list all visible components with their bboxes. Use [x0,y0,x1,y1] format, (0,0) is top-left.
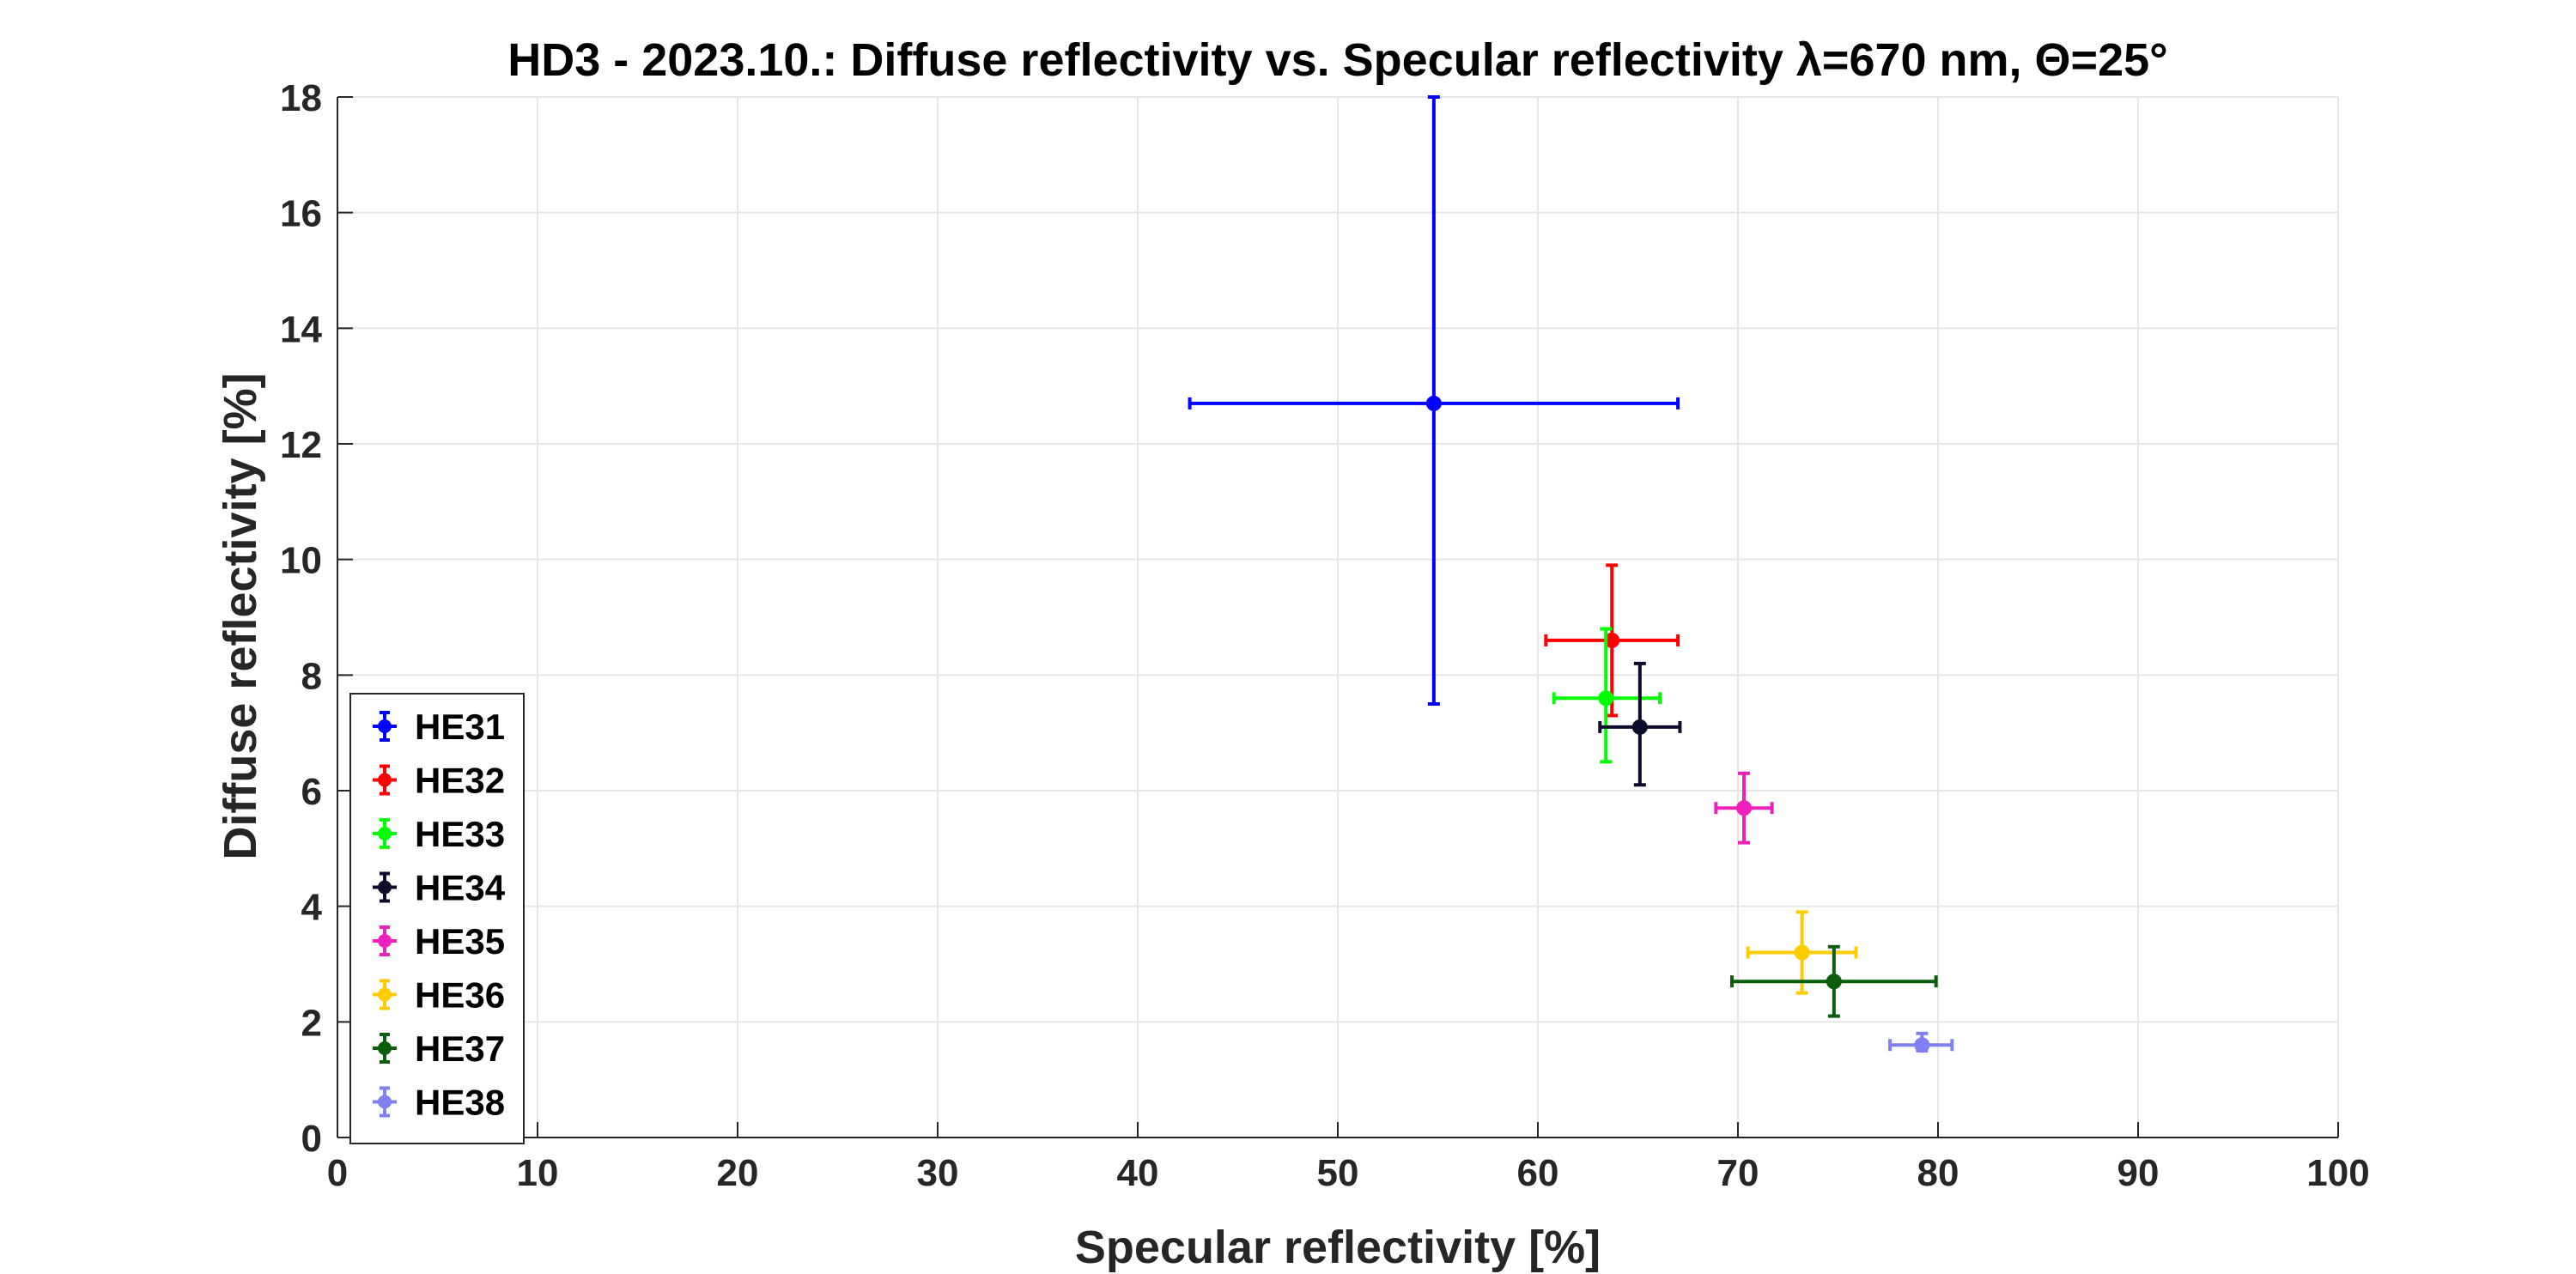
legend-item: HE37 [373,1028,505,1069]
legend-marker [378,987,392,1002]
y-tick-label: 4 [301,887,323,929]
data-point [1914,1037,1930,1053]
series-he36 [1746,910,1858,995]
data-point [1598,690,1614,707]
data-point [1735,800,1752,816]
legend-item: HE31 [373,707,505,747]
legend-label: HE31 [415,707,505,747]
chart-title: HD3 - 2023.10.: Diffuse reflectivity vs.… [507,34,2168,86]
legend-item: HE34 [373,868,506,908]
x-tick-label: 80 [1917,1152,1959,1194]
legend-label: HE34 [415,868,506,908]
y-tick-label: 18 [280,77,322,119]
series-he33 [1552,627,1662,764]
x-axis-ticks: 0 10 20 30 40 50 60 70 80 90 100 [327,1122,2370,1194]
y-tick-label: 10 [280,540,322,582]
legend-label: HE32 [415,761,505,801]
grid [337,97,2338,1138]
legend: HE31 HE32 HE33 HE34 HE35 HE36 HE37 HE38 [349,693,525,1144]
x-tick-label: 40 [1117,1152,1159,1194]
x-tick-label: 90 [2117,1152,2160,1194]
legend-marker [378,773,392,787]
y-tick-label: 14 [280,308,322,350]
legend-label: HE35 [415,921,505,962]
series-he37 [1730,944,1938,1018]
legend-marker [378,1095,392,1109]
x-tick-label: 0 [327,1152,348,1194]
data-point [1794,944,1810,961]
legend-box [349,693,525,1144]
x-tick-label: 70 [1717,1152,1759,1194]
data-point [1631,719,1648,735]
legend-label: HE33 [415,814,505,854]
y-tick-label: 2 [301,1002,322,1044]
series-he38 [1888,1031,1954,1053]
legend-item: HE32 [373,761,505,801]
x-tick-label: 20 [717,1152,759,1194]
y-axis-label: Diffuse reflectivity [%] [215,373,266,859]
data-point [1425,395,1442,411]
y-tick-label: 16 [280,193,322,235]
legend-marker [378,827,392,840]
legend-label: HE37 [415,1028,505,1069]
y-axis-ticks: 0 2 4 6 8 10 12 14 16 18 [280,77,353,1160]
legend-marker [378,880,392,895]
legend-item: HE36 [373,975,505,1016]
x-tick-label: 60 [1517,1152,1559,1194]
legend-marker [378,934,392,948]
data-series [1188,95,1954,1053]
y-tick-label: 12 [280,424,322,466]
legend-item: HE35 [373,921,505,962]
legend-marker [378,719,392,733]
series-he35 [1714,771,1774,845]
data-point [1826,974,1842,990]
y-tick-label: 8 [301,655,322,697]
series-he32 [1544,563,1680,718]
x-axis-label: Specular reflectivity [%] [1075,1222,1601,1273]
legend-label: HE38 [415,1083,505,1123]
series-he34 [1598,661,1682,787]
y-tick-label: 6 [301,771,322,813]
legend-item: HE33 [373,814,505,854]
legend-item: HE38 [373,1083,505,1123]
x-tick-label: 30 [917,1152,959,1194]
x-tick-label: 50 [1317,1152,1359,1194]
series-he31 [1188,95,1680,706]
x-tick-label: 10 [517,1152,559,1194]
y-tick-label: 0 [301,1118,322,1160]
legend-marker [378,1041,392,1055]
legend-label: HE36 [415,975,505,1016]
x-tick-label: 100 [2306,1152,2369,1194]
